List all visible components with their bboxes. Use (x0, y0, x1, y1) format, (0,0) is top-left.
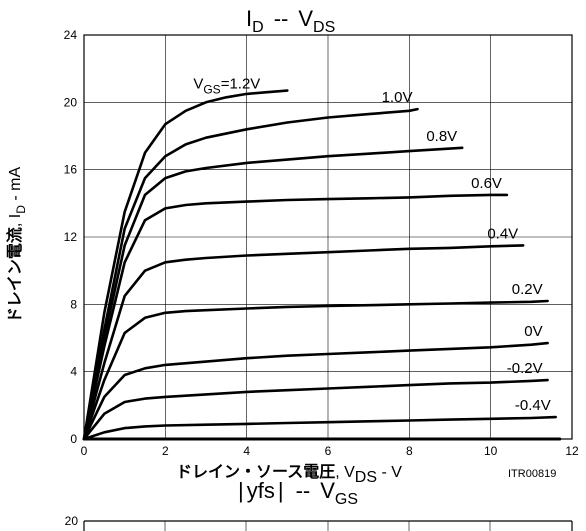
y-tick-label: 8 (70, 297, 77, 311)
x-tick-label: 8 (406, 444, 413, 458)
series-label: 0.6V (471, 175, 502, 192)
y-tick-label: 0 (70, 432, 77, 446)
series-label: -0.4V (515, 397, 551, 414)
y-tick-label: 4 (70, 365, 77, 379)
x-axis-label: ドレイン・ソース電圧, VDS - V (176, 463, 402, 486)
series-line (82, 378, 549, 441)
series-line (82, 89, 289, 441)
curves: VGS=1.2V 1.0V 0.8V 0.6V 0.4V 0.2V 0V -0.2V -0.4V (82, 76, 562, 441)
x-tick-label: 12 (565, 444, 579, 458)
x-tick-label: 0 (81, 444, 88, 458)
chart-title: ID -- VDS (246, 6, 335, 36)
second-chart-title: | yfs | -- VGS (238, 478, 358, 508)
series-label: 0V (524, 323, 542, 340)
x-tick-label: 2 (162, 444, 169, 458)
series-label: 1.0V (382, 89, 413, 106)
x-tick-label: 6 (325, 444, 332, 458)
figure-code: ITR00819 (508, 468, 556, 480)
y-tick-label: 12 (64, 230, 78, 244)
series-line (82, 341, 549, 441)
series-label: -0.2V (507, 360, 543, 377)
series-line (82, 146, 464, 441)
second-y-tick-label: 20 (65, 514, 79, 528)
series-line (82, 244, 525, 441)
series-label: 0.2V (512, 281, 543, 298)
y-tick-label: 24 (64, 28, 78, 42)
series-label: 0.8V (426, 128, 457, 145)
y-tick-label: 20 (64, 95, 78, 109)
series-line (82, 193, 509, 441)
series-label: VGS=1.2V (193, 76, 260, 97)
grid (84, 35, 572, 439)
x-tick-label: 10 (484, 444, 498, 458)
series-line (82, 299, 549, 441)
x-tick-label: 4 (243, 444, 250, 458)
series-line (82, 107, 419, 441)
series-line (82, 415, 558, 441)
series-label: 0.4V (487, 225, 518, 242)
y-axis-label: ドレイン電流, ID - mA (5, 167, 28, 324)
y-tick-label: 16 (64, 163, 78, 177)
